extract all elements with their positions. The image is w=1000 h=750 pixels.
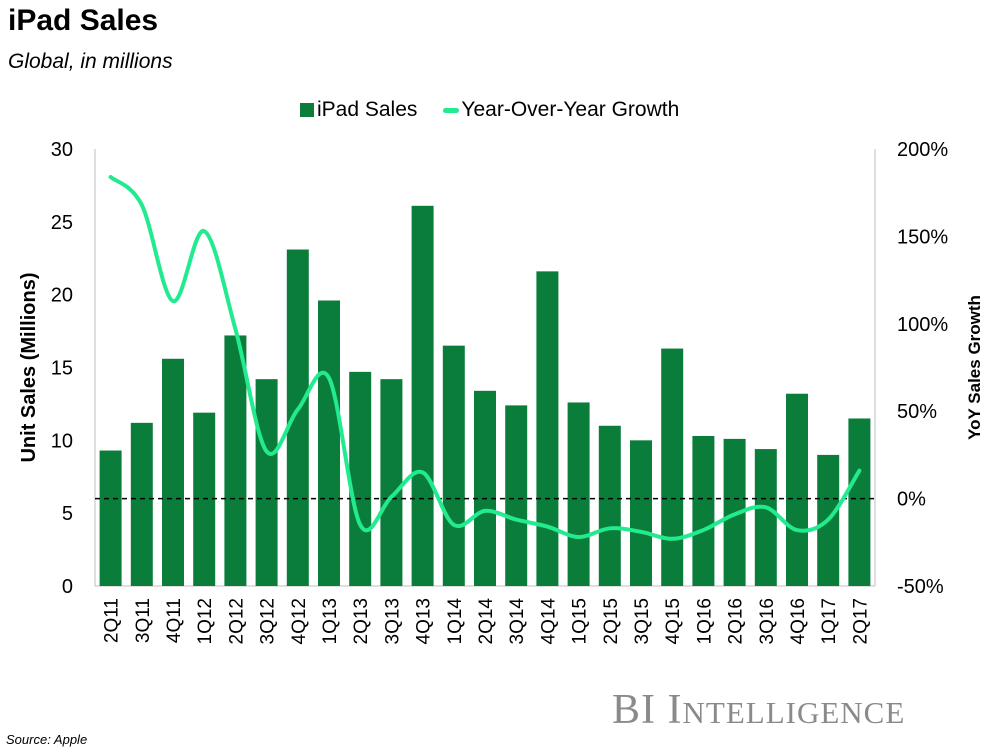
x-tick-label: 1Q17 — [819, 598, 840, 644]
bar-1Q14 — [442, 345, 465, 586]
bar-2Q14 — [474, 390, 496, 586]
bar-2Q13 — [349, 371, 372, 586]
chart-title: iPad Sales — [8, 4, 159, 37]
x-tick-label: 1Q12 — [195, 598, 216, 644]
bi-intelligence-logo: BI INTELLIGENCE — [612, 687, 906, 733]
bar-1Q13 — [318, 300, 340, 586]
x-tick-label: 2Q12 — [226, 598, 247, 644]
x-tick-label: 4Q13 — [414, 598, 435, 644]
bar-3Q12 — [255, 379, 278, 586]
x-tick-label: 3Q11 — [133, 598, 154, 643]
bar-4Q14 — [536, 271, 559, 586]
bar-4Q11 — [162, 358, 184, 586]
y2-tick-label: 100% — [897, 314, 948, 336]
legend-label-growth: Year-Over-Year Growth — [461, 98, 680, 121]
x-tick-label: 3Q13 — [382, 598, 403, 644]
x-tick-label: 4Q16 — [788, 598, 809, 644]
bar-3Q14 — [505, 405, 528, 586]
y2-tick-label: 0% — [897, 489, 926, 511]
legend-swatch-bar — [300, 103, 314, 117]
y-tick-label: 10 — [51, 430, 73, 452]
chart-subtitle: Global, in millions — [8, 50, 173, 73]
x-tick-label: 3Q12 — [258, 598, 279, 644]
bar-3Q15 — [630, 440, 652, 586]
y2-axis-title: YoY Sales Growth — [965, 295, 984, 440]
x-tick-label: 2Q17 — [850, 598, 871, 644]
y-tick-label: 20 — [51, 285, 73, 307]
legend: iPad Sales Year-Over-Year Growth — [300, 98, 679, 122]
x-tick-label: 1Q15 — [570, 598, 591, 644]
x-tick-label: 4Q12 — [289, 598, 310, 644]
x-tick-label: 4Q14 — [538, 598, 559, 645]
x-tick-label: 2Q11 — [102, 598, 123, 643]
source-note: Source: Apple — [6, 732, 88, 747]
x-tick-label: 1Q14 — [445, 598, 466, 645]
bar-4Q15 — [661, 348, 684, 586]
y-tick-label: 25 — [51, 212, 73, 234]
y-tick-label: 5 — [62, 503, 73, 525]
bar-1Q15 — [567, 402, 590, 586]
x-tick-label: 3Q14 — [507, 598, 528, 645]
x-tick-label: 1Q16 — [694, 598, 715, 644]
x-tick-label: 1Q13 — [320, 598, 341, 644]
x-tick-label: 3Q16 — [757, 598, 778, 644]
bar-4Q12 — [286, 249, 309, 586]
y2-tick-label: -50% — [897, 576, 944, 598]
bar-3Q16 — [754, 449, 777, 586]
x-tick-label: 3Q15 — [632, 598, 653, 644]
legend-swatch-line — [443, 107, 460, 113]
x-tick-label: 4Q15 — [663, 598, 684, 644]
bar-2Q15 — [598, 425, 621, 586]
bar-4Q13 — [411, 205, 434, 586]
y-tick-label: 30 — [51, 139, 73, 161]
bar-3Q11 — [130, 422, 153, 586]
y2-tick-label: 150% — [897, 226, 948, 248]
x-tick-label: 2Q13 — [351, 598, 372, 644]
legend-label-sales: iPad Sales — [317, 98, 418, 121]
bar-1Q16 — [692, 435, 715, 586]
bar-2Q11 — [99, 450, 122, 586]
x-tick-label: 2Q15 — [601, 598, 622, 644]
y-axis-title: Unit Sales (Millions) — [18, 272, 40, 462]
x-tick-label: 4Q11 — [164, 598, 185, 643]
y2-tick-label: 50% — [897, 401, 937, 423]
bar-4Q16 — [786, 393, 808, 586]
bar-2Q12 — [224, 335, 247, 586]
x-tick-label: 2Q16 — [726, 598, 747, 644]
y2-tick-label: 200% — [897, 139, 948, 161]
y-tick-label: 0 — [62, 576, 73, 598]
bar-3Q13 — [380, 379, 403, 586]
y-tick-label: 15 — [51, 358, 73, 380]
bar-2Q17 — [848, 418, 871, 586]
x-tick-label: 2Q14 — [476, 598, 497, 645]
